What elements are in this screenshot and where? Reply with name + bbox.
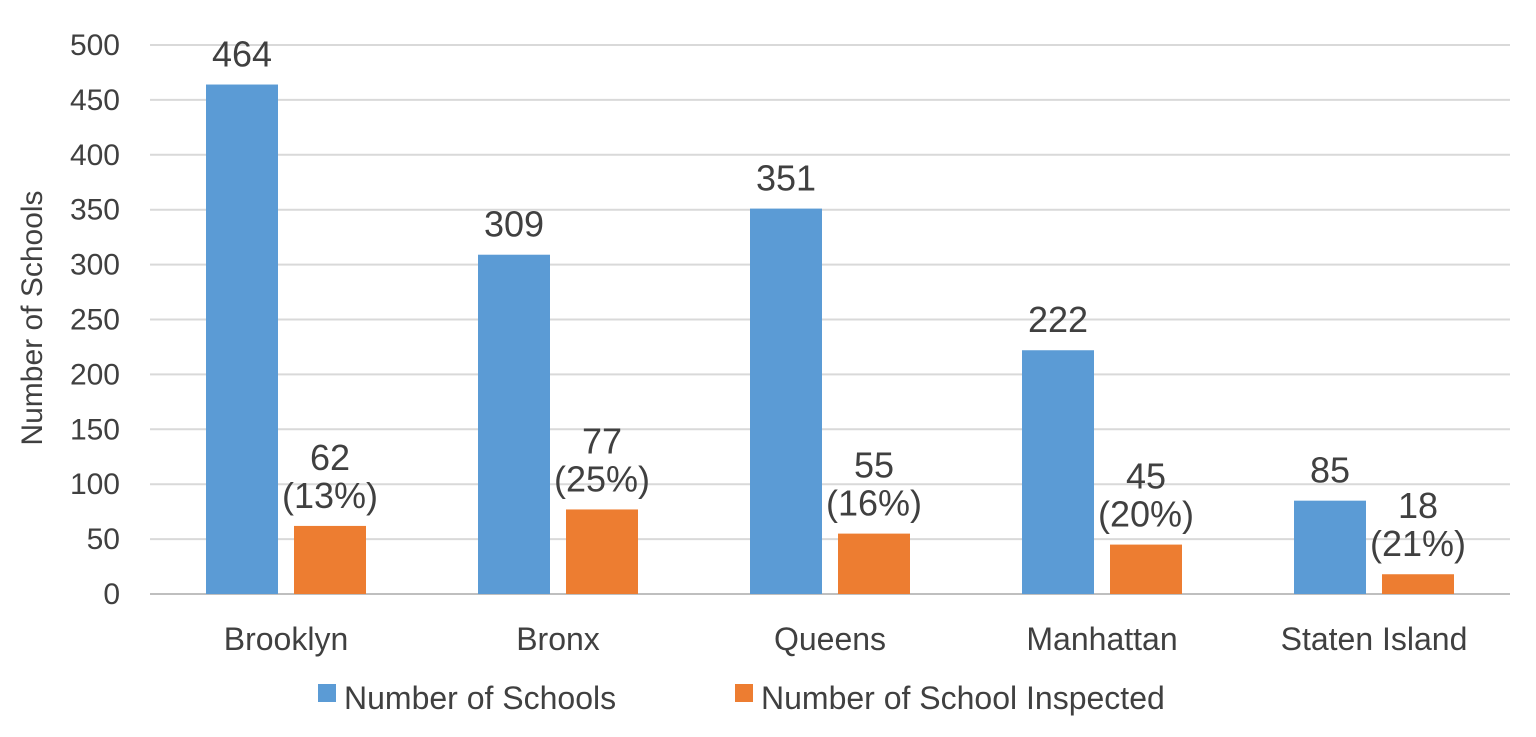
data-label: (20%) bbox=[1098, 494, 1194, 535]
data-label: 18 bbox=[1398, 485, 1438, 526]
y-tick-label: 300 bbox=[70, 249, 120, 282]
legend-swatch bbox=[735, 684, 753, 702]
data-label: (25%) bbox=[554, 458, 650, 499]
legend-swatch bbox=[318, 684, 336, 702]
bar bbox=[294, 525, 366, 594]
data-label: 351 bbox=[756, 158, 816, 199]
bar bbox=[206, 84, 278, 594]
data-label: 222 bbox=[1028, 299, 1088, 340]
x-axis-categories: Brooklyn Bronx Queens Manhattan Staten Islan… bbox=[224, 621, 1468, 657]
data-label: 55 bbox=[854, 445, 894, 486]
data-labels: 464 62(13%) 309 77(25%) 351 55(16%) 222 45(20%)… bbox=[212, 34, 1466, 565]
gridlines bbox=[150, 44, 1510, 595]
data-label: 62 bbox=[310, 437, 350, 478]
bar bbox=[750, 208, 822, 595]
bar bbox=[566, 509, 638, 594]
bar bbox=[1022, 350, 1094, 594]
bar bbox=[838, 533, 910, 594]
data-label: 464 bbox=[212, 34, 272, 75]
data-label: 45 bbox=[1126, 456, 1166, 497]
y-tick-label: 50 bbox=[87, 523, 120, 556]
data-label: (13%) bbox=[282, 475, 378, 516]
legend-label: Number of School Inspected bbox=[761, 680, 1165, 716]
bar bbox=[1110, 544, 1182, 594]
data-label: (16%) bbox=[826, 483, 922, 524]
data-label: 77 bbox=[582, 420, 622, 461]
legend-label: Number of Schools bbox=[344, 680, 616, 716]
x-tick-label: Brooklyn bbox=[224, 621, 349, 657]
bar bbox=[1294, 500, 1366, 594]
bars bbox=[206, 84, 1454, 595]
y-tick-label: 0 bbox=[103, 578, 120, 611]
legend: Number of Schools Number of School Inspec… bbox=[318, 680, 1165, 716]
x-tick-label: Manhattan bbox=[1026, 621, 1177, 657]
y-axis-title: Number of Schools bbox=[16, 190, 49, 445]
y-tick-label: 250 bbox=[70, 304, 120, 337]
bar bbox=[1382, 574, 1454, 594]
y-tick-label: 150 bbox=[70, 413, 120, 446]
y-tick-label: 450 bbox=[70, 84, 120, 117]
data-label: 85 bbox=[1310, 450, 1350, 491]
y-tick-label: 400 bbox=[70, 139, 120, 172]
y-tick-label: 500 bbox=[70, 29, 120, 62]
x-tick-label: Bronx bbox=[516, 621, 600, 657]
y-tick-label: 200 bbox=[70, 358, 120, 391]
y-tick-label: 350 bbox=[70, 194, 120, 227]
data-label: 309 bbox=[484, 204, 544, 245]
y-tick-label: 100 bbox=[70, 468, 120, 501]
y-axis-ticks: 0 50 100 150 200 250 300 350 400 450 500 bbox=[70, 29, 120, 611]
x-tick-label: Staten Island bbox=[1281, 621, 1468, 657]
data-label: (21%) bbox=[1370, 523, 1466, 564]
bar bbox=[478, 254, 550, 594]
x-tick-label: Queens bbox=[774, 621, 886, 657]
